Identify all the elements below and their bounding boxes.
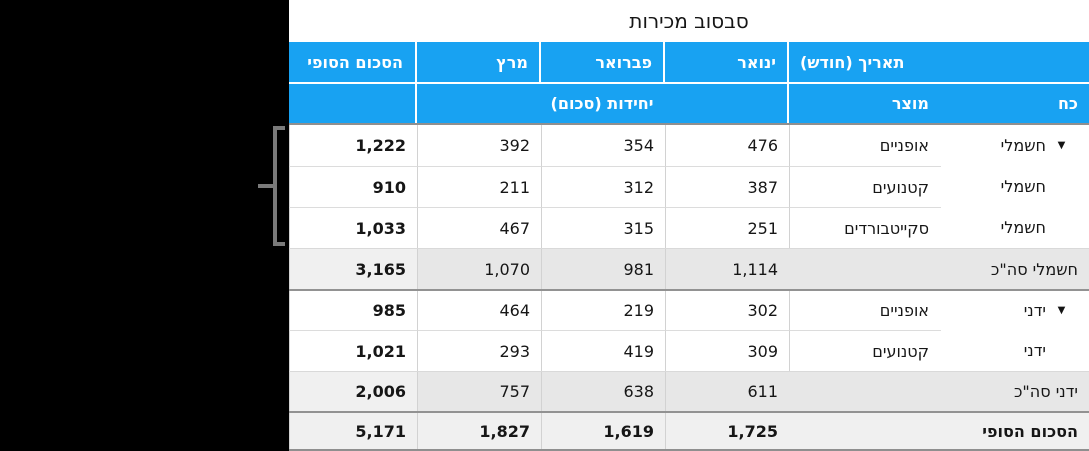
row-total-cell[interactable]: 985 (289, 291, 417, 330)
table-row-item: ▼ ידני אופניים 302 219 464 985 (289, 289, 1089, 330)
grand-total-label-cell[interactable]: הסכום הסופי (789, 413, 1089, 449)
disclosure-triangle-icon[interactable]: ▼ (1054, 304, 1069, 316)
value-cell-january[interactable]: 387 (665, 166, 789, 207)
pivot-table: סבסוב מכירות תאריך (חודש) ינואר פברואר מ… (289, 0, 1089, 451)
header-gridline (787, 84, 789, 123)
subtotal-label-cell[interactable]: ידני סה"כ (789, 372, 1089, 411)
header-row-2: כח מוצר יחידות (סכום) (289, 84, 1089, 123)
value-cell-january[interactable]: 1,114 (665, 249, 789, 289)
triangle-down-glyph: ▼ (1057, 139, 1066, 151)
product-cell[interactable]: אופניים (789, 291, 941, 330)
units-sum-header-cell[interactable]: יחידות (סכום) (417, 84, 787, 123)
header-gridline (415, 84, 417, 123)
power-cell[interactable]: חשמלי (941, 166, 1089, 207)
header-gridline (663, 42, 665, 82)
triangle-down-glyph: ▼ (1057, 304, 1066, 316)
value-cell-march[interactable]: 293 (417, 330, 541, 371)
value-cell-february[interactable]: 1,619 (541, 413, 665, 449)
value-cell-march[interactable]: 1,827 (417, 413, 541, 449)
header-gridline (539, 42, 541, 82)
product-cell[interactable]: קטנועים (789, 166, 941, 207)
pivot-header: תאריך (חודש) ינואר פברואר מרץ הסכום הסופ… (289, 42, 1089, 125)
power-cell[interactable]: ידני (941, 330, 1089, 371)
row-total-cell[interactable]: 2,006 (289, 372, 417, 411)
month-header-february[interactable]: פברואר (541, 42, 663, 82)
header-gridline (415, 42, 417, 82)
power-field-header-cell[interactable]: כח (941, 84, 1089, 123)
product-cell[interactable]: אופניים (789, 125, 941, 166)
row-total-cell[interactable]: 1,033 (289, 207, 417, 248)
bracket-vertical-bar (273, 126, 277, 246)
table-body: ▼ חשמלי אופניים 476 354 392 1,222 חשמלי קטנועים 3… (289, 125, 1089, 451)
value-cell-march[interactable]: 464 (417, 291, 541, 330)
table-title[interactable]: סבסוב מכירות (289, 0, 1089, 42)
value-cell-march[interactable]: 211 (417, 166, 541, 207)
table-row-item: חשמלי סקייטבורדים 251 315 467 1,033 (289, 207, 1089, 248)
value-cell-january[interactable]: 309 (665, 330, 789, 371)
month-header-january[interactable]: ינואר (665, 42, 787, 82)
row-total-cell[interactable]: 1,222 (289, 125, 417, 166)
bracket-top-arm (273, 126, 285, 130)
header-gridline (787, 42, 789, 82)
row-total-cell[interactable]: 5,171 (289, 413, 417, 449)
table-row-grandtotal: הסכום הסופי 1,725 1,619 1,827 5,171 (289, 411, 1089, 449)
value-cell-january[interactable]: 611 (665, 372, 789, 411)
value-cell-january[interactable]: 251 (665, 207, 789, 248)
value-cell-march[interactable]: 757 (417, 372, 541, 411)
power-cell[interactable]: חשמלי (941, 207, 1089, 248)
bracket-bottom-arm (273, 242, 285, 246)
product-field-header-cell[interactable]: מוצר (789, 84, 941, 123)
value-cell-march[interactable]: 392 (417, 125, 541, 166)
subtotal-label-cell[interactable]: חשמלי סה"כ (789, 249, 1089, 289)
month-header-march[interactable]: מרץ (417, 42, 539, 82)
header-row-1: תאריך (חודש) ינואר פברואר מרץ הסכום הסופ… (289, 42, 1089, 82)
value-cell-january[interactable]: 302 (665, 291, 789, 330)
grand-total-header-cell[interactable]: הסכום הסופי (289, 42, 415, 82)
value-cell-january[interactable]: 476 (665, 125, 789, 166)
row-total-cell[interactable]: 1,021 (289, 330, 417, 371)
row-total-cell[interactable]: 910 (289, 166, 417, 207)
row-total-cell[interactable]: 3,165 (289, 249, 417, 289)
value-cell-march[interactable]: 1,070 (417, 249, 541, 289)
value-cell-february[interactable]: 354 (541, 125, 665, 166)
power-cell[interactable]: ▼ ידני (941, 291, 1089, 330)
header-blank-cell (289, 84, 415, 123)
table-row-subtotal: חשמלי סה"כ 1,114 981 1,070 3,165 (289, 248, 1089, 289)
value-cell-february[interactable]: 638 (541, 372, 665, 411)
table-row-item: ▼ חשמלי אופניים 476 354 392 1,222 (289, 125, 1089, 166)
table-row-item: חשמלי קטנועים 387 312 211 910 (289, 166, 1089, 207)
value-cell-february[interactable]: 312 (541, 166, 665, 207)
power-group-label: חשמלי (1000, 177, 1046, 196)
power-group-label: ידני (1023, 301, 1046, 320)
value-cell-february[interactable]: 315 (541, 207, 665, 248)
power-group-label: חשמלי (1000, 136, 1046, 155)
table-row-subtotal: ידני סה"כ 611 638 757 2,006 (289, 371, 1089, 411)
table-row-item: ידני קטנועים 309 419 293 1,021 (289, 330, 1089, 371)
value-cell-february[interactable]: 219 (541, 291, 665, 330)
power-group-label: ידני (1023, 341, 1046, 360)
product-cell[interactable]: קטנועים (789, 330, 941, 371)
value-cell-march[interactable]: 467 (417, 207, 541, 248)
power-cell[interactable]: ▼ חשמלי (941, 125, 1089, 166)
disclosure-triangle-icon[interactable]: ▼ (1054, 139, 1069, 151)
value-cell-february[interactable]: 419 (541, 330, 665, 371)
power-group-label: חשמלי (1000, 218, 1046, 237)
value-cell-february[interactable]: 981 (541, 249, 665, 289)
bracket-tick (258, 184, 274, 188)
value-cell-january[interactable]: 1,725 (665, 413, 789, 449)
date-field-header-cell[interactable]: תאריך (חודש) (789, 42, 1089, 82)
product-cell[interactable]: סקייטבורדים (789, 207, 941, 248)
